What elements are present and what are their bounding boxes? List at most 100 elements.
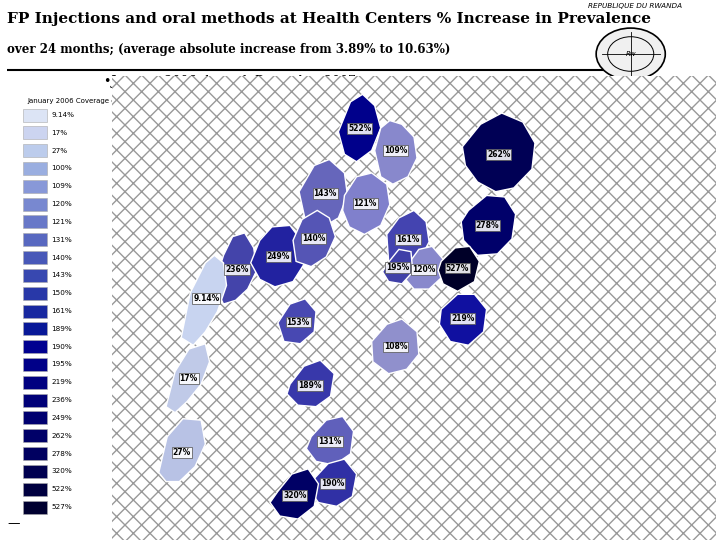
- Polygon shape: [338, 94, 381, 162]
- Text: 278%: 278%: [51, 450, 72, 457]
- Bar: [23, 483, 47, 496]
- Text: 108%: 108%: [384, 342, 408, 352]
- Text: 131%: 131%: [318, 437, 342, 446]
- Text: 522%: 522%: [51, 486, 72, 492]
- Text: —: —: [7, 517, 19, 530]
- Text: 219%: 219%: [451, 314, 474, 323]
- Polygon shape: [309, 459, 356, 507]
- Bar: [23, 465, 47, 478]
- Polygon shape: [306, 416, 354, 465]
- Text: 121%: 121%: [354, 199, 377, 208]
- Text: 219%: 219%: [51, 379, 72, 386]
- Bar: [23, 411, 47, 424]
- Circle shape: [596, 28, 665, 80]
- Bar: [23, 358, 47, 371]
- Text: 121%: 121%: [51, 219, 72, 225]
- Bar: [23, 109, 47, 122]
- Polygon shape: [270, 469, 318, 519]
- Polygon shape: [372, 319, 419, 374]
- Polygon shape: [438, 246, 480, 291]
- Text: 161%: 161%: [51, 308, 72, 314]
- Text: 262%: 262%: [51, 433, 72, 439]
- Bar: [23, 429, 47, 442]
- Bar: [23, 162, 47, 175]
- Bar: [23, 287, 47, 300]
- Bar: [23, 447, 47, 460]
- Text: MINISTERE DE LA SANTE: MINISTERE DE LA SANTE: [592, 84, 678, 90]
- Polygon shape: [462, 113, 535, 192]
- Text: 522%: 522%: [348, 124, 372, 133]
- Text: 195%: 195%: [51, 361, 72, 368]
- Text: 27%: 27%: [173, 448, 191, 457]
- Text: 195%: 195%: [386, 264, 409, 272]
- Polygon shape: [439, 294, 487, 345]
- Polygon shape: [166, 344, 210, 413]
- Polygon shape: [251, 225, 304, 287]
- Bar: [23, 501, 47, 514]
- Text: 262%: 262%: [487, 150, 510, 159]
- Text: 131%: 131%: [51, 237, 72, 243]
- Text: 161%: 161%: [396, 235, 420, 244]
- Text: 17%: 17%: [179, 374, 198, 383]
- Text: 249%: 249%: [51, 415, 72, 421]
- Bar: [23, 144, 47, 157]
- Text: 27%: 27%: [51, 147, 67, 154]
- Bar: [23, 340, 47, 353]
- Text: 9.14%: 9.14%: [51, 112, 74, 118]
- Bar: [23, 322, 47, 335]
- Text: 120%: 120%: [412, 265, 436, 274]
- Text: over 24 months; (average absolute increase from 3.89% to 10.63%): over 24 months; (average absolute increa…: [7, 43, 451, 56]
- Text: 120%: 120%: [51, 201, 72, 207]
- Text: 527%: 527%: [51, 504, 72, 510]
- Polygon shape: [387, 211, 429, 269]
- Polygon shape: [287, 360, 334, 407]
- Text: 150%: 150%: [51, 290, 72, 296]
- Text: 109%: 109%: [384, 146, 408, 155]
- Text: 143%: 143%: [51, 272, 72, 279]
- Polygon shape: [374, 120, 417, 184]
- Polygon shape: [382, 249, 413, 284]
- Bar: [23, 126, 47, 139]
- Text: 527%: 527%: [446, 264, 469, 273]
- Text: 9.14%: 9.14%: [193, 294, 220, 303]
- Text: 190%: 190%: [320, 479, 344, 488]
- Text: 109%: 109%: [51, 183, 72, 190]
- Text: 190%: 190%: [51, 343, 72, 350]
- Bar: [23, 198, 47, 211]
- Polygon shape: [215, 233, 257, 304]
- Polygon shape: [278, 299, 316, 344]
- Bar: [23, 215, 47, 228]
- Polygon shape: [159, 418, 205, 482]
- Bar: [23, 376, 47, 389]
- Text: 249%: 249%: [267, 252, 290, 261]
- Polygon shape: [405, 246, 443, 289]
- Text: 17%: 17%: [51, 130, 67, 136]
- Text: January 2006 Coverage compared to December 2007 Coverage: January 2006 Coverage compared to Decemb…: [27, 98, 249, 104]
- Bar: [23, 269, 47, 282]
- Bar: [23, 180, 47, 193]
- Text: 189%: 189%: [51, 326, 72, 332]
- Polygon shape: [343, 173, 390, 234]
- Polygon shape: [299, 159, 348, 227]
- Text: •January 2006 through December 2007: •January 2006 through December 2007: [104, 75, 356, 87]
- Bar: [23, 251, 47, 264]
- Polygon shape: [293, 211, 336, 267]
- Text: 320%: 320%: [51, 468, 72, 475]
- Text: 143%: 143%: [313, 189, 337, 198]
- Text: 189%: 189%: [298, 381, 322, 390]
- Polygon shape: [181, 255, 227, 345]
- Text: 100%: 100%: [51, 165, 72, 172]
- Text: Rw: Rw: [626, 51, 636, 57]
- Text: FP Injections and oral methods at Health Centers % Increase in Prevalence: FP Injections and oral methods at Health…: [7, 12, 651, 26]
- Text: REPUBLIQUE DU RWANDA: REPUBLIQUE DU RWANDA: [588, 3, 682, 9]
- Bar: [23, 394, 47, 407]
- Polygon shape: [462, 195, 516, 255]
- Text: 140%: 140%: [51, 254, 72, 261]
- Bar: [23, 233, 47, 246]
- Text: 320%: 320%: [283, 491, 307, 500]
- Text: 278%: 278%: [476, 221, 499, 230]
- Text: 236%: 236%: [225, 265, 248, 274]
- Bar: [23, 305, 47, 318]
- Text: 140%: 140%: [302, 234, 325, 243]
- Text: 236%: 236%: [51, 397, 72, 403]
